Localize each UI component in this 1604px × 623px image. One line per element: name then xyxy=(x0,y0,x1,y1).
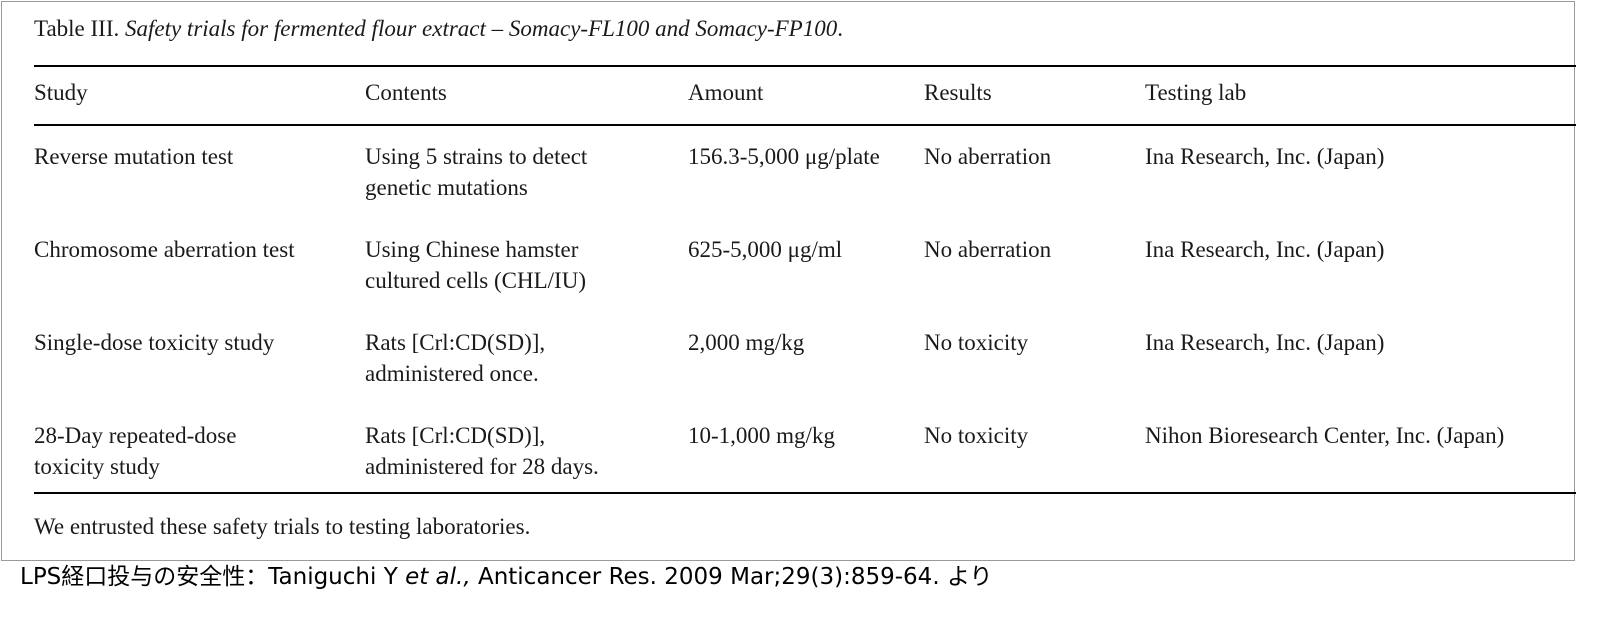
header-results: Results xyxy=(924,80,992,105)
row-4-study-line-2: toxicity study xyxy=(34,454,160,479)
caption-italic: et al., xyxy=(405,564,471,590)
row-3-contents: Rats [Crl:CD(SD)], administered once. xyxy=(365,327,545,389)
row-4-lab: Nihon Bioresearch Center, Inc. (Japan) xyxy=(1145,423,1505,448)
top-rule xyxy=(34,65,1576,67)
row-3-study-line-1: Single-dose toxicity study xyxy=(34,330,275,355)
row-1-study: Reverse mutation test xyxy=(34,141,233,172)
row-3-study: Single-dose toxicity study xyxy=(34,327,274,358)
row-2-study: Chromosome aberration test xyxy=(34,234,295,265)
row-1-results: No aberration xyxy=(924,144,1052,169)
row-4-contents: Rats [Crl:CD(SD)], administered for 28 d… xyxy=(365,420,599,482)
row-4-results: No toxicity xyxy=(924,423,1029,448)
row-2-contents-line-2: cultured cells (CHL/IU) xyxy=(365,268,586,293)
row-4-study: 28-Day repeated-dose toxicity study xyxy=(34,420,236,482)
row-2-contents: Using Chinese hamster cultured cells (CH… xyxy=(365,234,586,296)
table-frame: Table III. Safety trials for fermented f… xyxy=(1,1,1576,561)
caption-tail: Anticancer Res. 2009 Mar;29(3):859-64. よ… xyxy=(470,564,993,590)
row-1-contents: Using 5 strains to detect genetic mutati… xyxy=(365,141,587,203)
row-2-results: No aberration xyxy=(924,237,1052,262)
row-3-contents-line-1: Rats [Crl:CD(SD)], xyxy=(365,330,546,355)
table-title: Table III. Safety trials for fermented f… xyxy=(34,16,843,42)
header-testing-lab: Testing lab xyxy=(1145,80,1247,105)
row-1-contents-line-1: Using 5 strains to detect xyxy=(365,144,588,169)
caption-lead: LPS経口投与の安全性：Taniguchi Y xyxy=(20,564,406,590)
table-title-prefix: Table III. xyxy=(34,16,125,41)
table-title-italic: Safety trials for fermented flour extrac… xyxy=(124,16,838,41)
row-4-study-line-1: 28-Day repeated-dose xyxy=(34,423,237,448)
row-3-lab: Ina Research, Inc. (Japan) xyxy=(1145,330,1385,355)
header-study: Study xyxy=(34,80,88,105)
row-2-amount: 625-5,000 μg/ml xyxy=(688,237,843,262)
row-4-contents-line-2: administered for 28 days. xyxy=(365,454,599,479)
row-4-amount: 10-1,000 mg/kg xyxy=(688,423,835,448)
source-caption: LPS経口投与の安全性：Taniguchi Y et al., Anticanc… xyxy=(20,557,992,591)
row-2-study-line-1: Chromosome aberration test xyxy=(34,237,295,262)
row-3-results: No toxicity xyxy=(924,330,1029,355)
row-3-amount: 2,000 mg/kg xyxy=(688,330,805,355)
row-2-contents-line-1: Using Chinese hamster xyxy=(365,237,579,262)
table-footnote: We entrusted these safety trials to test… xyxy=(34,514,531,539)
header-contents: Contents xyxy=(365,80,447,105)
header-rule xyxy=(34,124,1576,126)
bottom-rule xyxy=(34,492,1576,494)
row-3-contents-line-2: administered once. xyxy=(365,361,539,386)
row-4-contents-line-1: Rats [Crl:CD(SD)], xyxy=(365,423,546,448)
row-1-lab: Ina Research, Inc. (Japan) xyxy=(1145,144,1385,169)
row-1-contents-line-2: genetic mutations xyxy=(365,175,528,200)
table-title-suffix: . xyxy=(837,16,843,41)
row-1-amount: 156.3-5,000 μg/plate xyxy=(688,144,880,169)
row-2-lab: Ina Research, Inc. (Japan) xyxy=(1145,237,1385,262)
header-amount: Amount xyxy=(688,80,764,105)
row-1-study-line-1: Reverse mutation test xyxy=(34,144,234,169)
